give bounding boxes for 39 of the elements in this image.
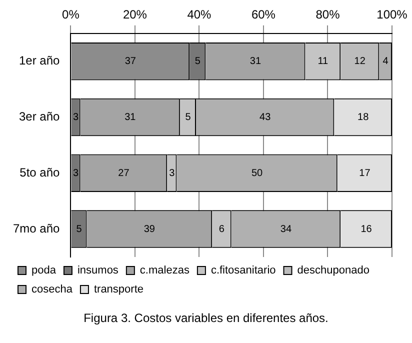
data-label: 31 (250, 56, 262, 68)
data-label: 12 (354, 56, 366, 68)
x-tick-label: 20% (122, 8, 148, 22)
x-tick-label: 80% (316, 8, 340, 22)
x-tick-label: 40% (187, 8, 212, 22)
x-tick-label: 100% (376, 8, 408, 22)
data-label: 16 (360, 224, 372, 235)
data-label: 3 (169, 168, 176, 179)
data-label: 17 (359, 168, 371, 179)
data-label: 4 (382, 56, 389, 68)
legend-label: cosecha (32, 284, 74, 296)
data-label: 3 (72, 168, 79, 179)
y-tick-label: 3er año (18, 110, 60, 124)
legend-label: c.malezas (140, 264, 190, 277)
y-tick-label: 1er año (18, 54, 60, 68)
legend-label: insumos (77, 264, 119, 277)
data-label: 11 (318, 56, 329, 68)
legend-label: transporte (94, 284, 144, 296)
data-label: 50 (251, 168, 264, 179)
data-label: 27 (118, 168, 130, 179)
data-label: 39 (144, 224, 156, 235)
data-label: 37 (124, 56, 136, 68)
text: Figura 3. Costos variables en diferentes años. (82, 311, 330, 325)
data-label: 5 (76, 224, 82, 235)
data-label: 5 (185, 112, 192, 123)
data-label: 5 (194, 56, 201, 68)
legend-label: c.fitosanitario (210, 264, 276, 277)
y-tick-label: 7mo año (12, 221, 60, 236)
data-label: 31 (124, 112, 136, 123)
data-label: 18 (358, 112, 370, 123)
x-tick-label: 0% (62, 8, 80, 22)
legend-label: poda (32, 264, 57, 277)
data-label: 6 (218, 224, 225, 235)
y-tick-label: 5to año (20, 165, 60, 180)
data-label: 43 (260, 112, 272, 123)
data-label: 34 (280, 224, 292, 235)
data-label: 3 (72, 112, 79, 123)
legend-label: deschuponado (297, 264, 370, 277)
x-tick-label: 60% (251, 8, 276, 22)
